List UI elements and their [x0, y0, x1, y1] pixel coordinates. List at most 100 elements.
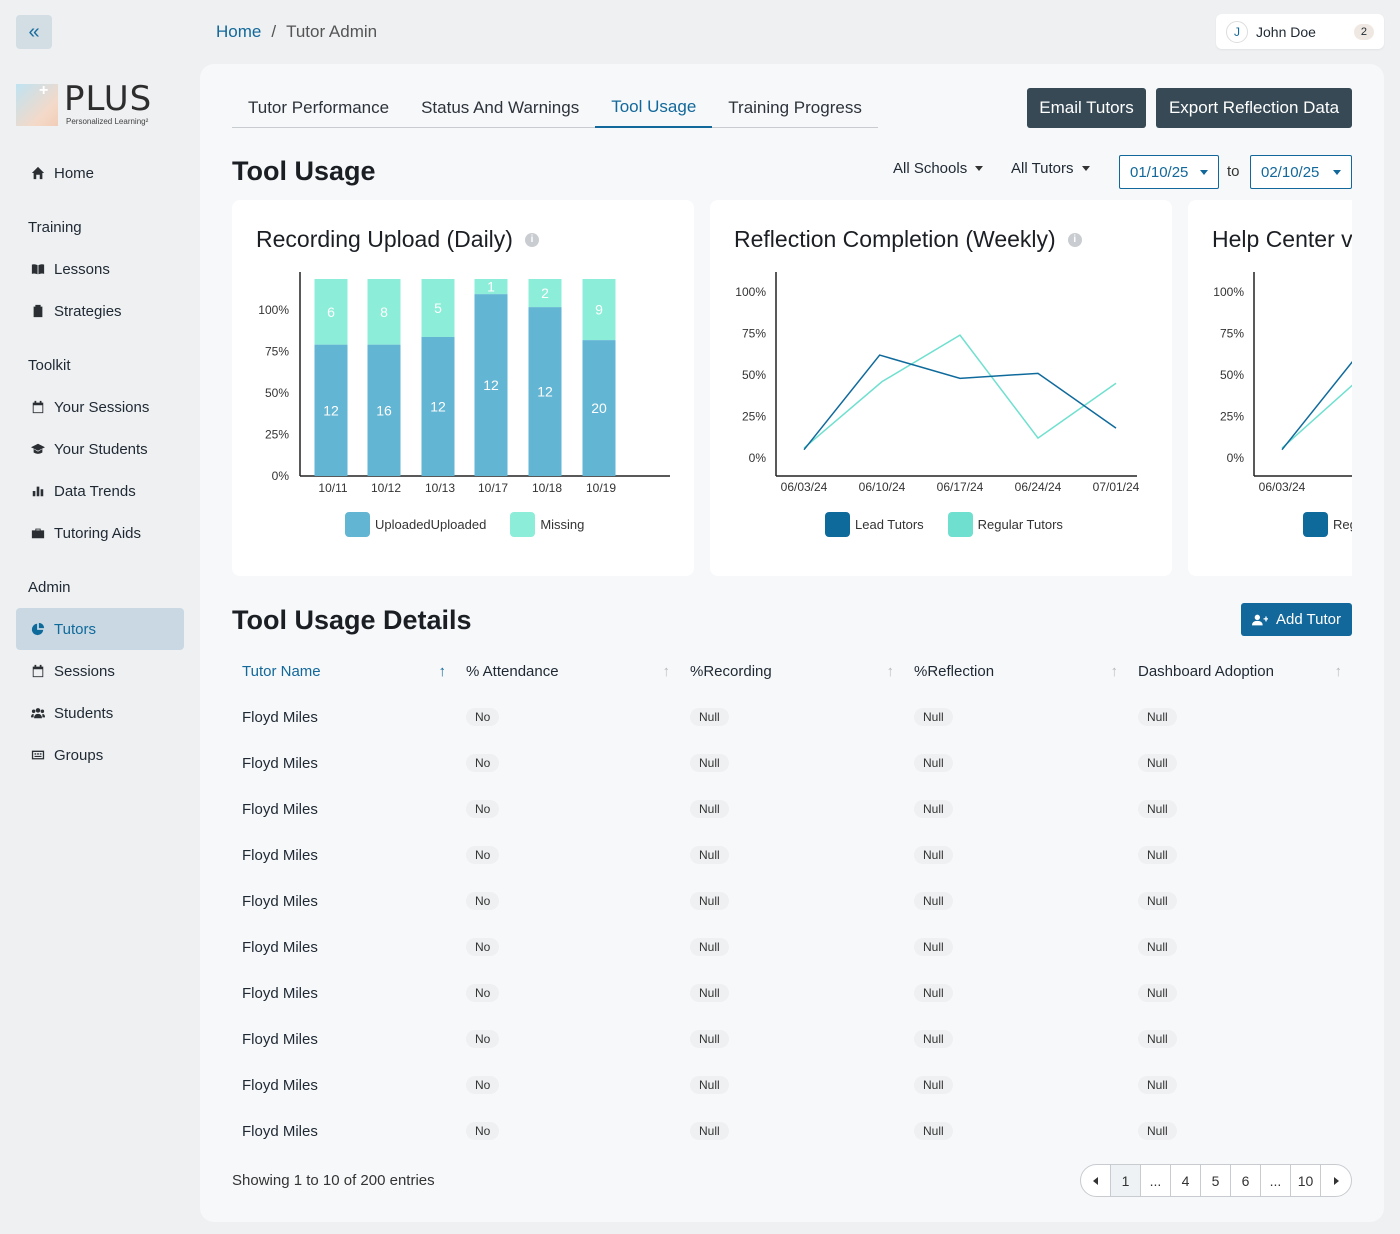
status-badge: Null — [914, 938, 953, 956]
sidebar-item-data-trends[interactable]: Data Trends — [16, 470, 184, 512]
sidebar-section-toolkit: Toolkit — [28, 356, 71, 374]
sidebar-item-students[interactable]: Students — [16, 692, 184, 734]
sidebar-item-label: Groups — [54, 746, 104, 764]
sidebar-item-your-students[interactable]: Your Students — [16, 428, 184, 470]
x-tick-label: 10/11 — [318, 481, 347, 495]
sidebar-item-home[interactable]: Home — [16, 152, 184, 194]
column-header-attendance[interactable]: % Attendance ↑ — [456, 663, 680, 680]
sidebar-item-lessons[interactable]: Lessons — [16, 248, 184, 290]
sidebar-collapse-button[interactable]: « — [16, 15, 52, 49]
add-tutor-button[interactable]: Add Tutor — [1241, 603, 1352, 636]
double-chevron-left-icon: « — [28, 21, 40, 43]
legend-item-reg[interactable]: Reg — [1303, 512, 1352, 537]
column-header-recording[interactable]: %Recording ↑ — [680, 663, 904, 680]
tutors-filter-dropdown[interactable]: All Tutors — [1011, 160, 1090, 177]
column-header-reflection[interactable]: %Reflection ↑ — [904, 663, 1128, 680]
sidebar-section-training: Training — [28, 218, 82, 236]
date-from-picker[interactable]: 01/10/25 — [1119, 155, 1219, 189]
table-row[interactable]: Floyd Miles No Null Null Null — [232, 832, 1352, 878]
export-reflection-data-button[interactable]: Export Reflection Data — [1156, 88, 1352, 128]
tab-training-progress[interactable]: Training Progress — [728, 97, 862, 117]
info-icon[interactable]: i — [524, 232, 539, 247]
tab-tool-usage[interactable]: Tool Usage — [595, 88, 713, 128]
bar-segment-missing — [314, 279, 348, 345]
tab-status-and-warnings[interactable]: Status And Warnings — [421, 97, 580, 117]
table-row[interactable]: Floyd Miles No Null Null Null — [232, 786, 1352, 832]
status-badge: Null — [690, 1122, 729, 1140]
status-badge: Null — [914, 984, 953, 1002]
y-tick-label: 75% — [742, 327, 766, 341]
legend-item-regular-tutors[interactable]: Regular Tutors — [947, 512, 1063, 537]
user-menu[interactable]: J John Doe 2 — [1216, 14, 1384, 49]
table-row[interactable]: Floyd Miles No Null Null Null — [232, 924, 1352, 970]
legend-label: Regular Tutors — [977, 517, 1063, 532]
legend-label: Missing — [540, 517, 585, 532]
column-header-dashboard-adoption[interactable]: Dashboard Adoption ↑ — [1128, 663, 1352, 680]
status-badge: No — [466, 1076, 500, 1094]
table-row[interactable]: Floyd Miles No Null Null Null — [232, 878, 1352, 924]
bar-segment-missing — [474, 279, 508, 295]
bar-chart-icon — [30, 483, 46, 499]
legend-item-missing[interactable]: Missing — [510, 512, 584, 537]
column-label: %Recording — [690, 662, 772, 680]
reflection-completion-card: 100% 75% 50% 25% 0% 06/03/24 06/10/24 06/17/24 0… — [710, 200, 1172, 576]
info-icon[interactable]: i — [1067, 232, 1082, 247]
table-cell: Floyd Miles — [242, 800, 318, 818]
sidebar-item-tutors[interactable]: Tutors — [16, 608, 184, 650]
table-row[interactable]: Floyd Miles No Null Null Null — [232, 1108, 1352, 1154]
pagination-page[interactable]: 5 — [1201, 1165, 1231, 1196]
table-row[interactable]: Floyd Miles No Null Null Null — [232, 1016, 1352, 1062]
email-tutors-button[interactable]: Email Tutors — [1027, 88, 1146, 128]
schools-filter-dropdown[interactable]: All Schools — [893, 160, 984, 177]
table-cell: Null — [680, 1076, 904, 1094]
chart-legend: Reg — [1303, 512, 1352, 537]
date-to-value: 02/10/25 — [1261, 163, 1320, 181]
breadcrumb-home-link[interactable]: Home — [216, 22, 262, 41]
bar-data-label: 16 — [376, 402, 392, 418]
table-cell: Null — [680, 892, 904, 910]
bar-segment-uploaded — [367, 344, 401, 476]
pagination-prev-button[interactable] — [1081, 1165, 1111, 1196]
table-row[interactable]: Floyd Miles No Null Null Null — [232, 1062, 1352, 1108]
pagination-next-button[interactable] — [1321, 1165, 1351, 1196]
caret-down-icon — [1081, 166, 1090, 171]
x-tick-label: 06/03/24 — [1259, 480, 1306, 494]
pagination-page[interactable]: 6 — [1231, 1165, 1261, 1196]
users-icon — [30, 705, 46, 721]
pagination-page[interactable]: 10 — [1291, 1165, 1321, 1196]
details-title: Tool Usage Details — [232, 605, 472, 635]
status-badge: Null — [914, 754, 953, 772]
sidebar-item-tutoring-aids[interactable]: Tutoring Aids — [16, 512, 184, 554]
home-icon — [30, 165, 46, 181]
plus-logo[interactable]: PLUS Personalized Learning² — [16, 82, 152, 126]
sidebar-item-sessions[interactable]: Sessions — [16, 650, 184, 692]
table-cell: Null — [1128, 846, 1352, 864]
table-row[interactable]: Floyd Miles No Null Null Null — [232, 970, 1352, 1016]
sidebar-item-label: Tutors — [54, 620, 96, 638]
arrow-up-icon: ↑ — [1110, 662, 1119, 680]
bar-segment-missing — [528, 279, 562, 308]
bar-data-label: 20 — [591, 400, 607, 416]
table-row[interactable]: Floyd Miles No Null Null Null — [232, 694, 1352, 740]
bar-data-label: 6 — [327, 304, 335, 320]
pagination-page[interactable]: 4 — [1171, 1165, 1201, 1196]
legend-item-uploaded[interactable]: UploadedUploaded — [345, 512, 486, 537]
table-cell: Floyd Miles — [242, 892, 318, 910]
table-cell: Floyd Miles — [242, 938, 318, 956]
pagination-page[interactable]: 1 — [1111, 1165, 1141, 1196]
tab-tutor-performance[interactable]: Tutor Performance — [248, 97, 390, 117]
sidebar-item-label: Your Students — [54, 440, 148, 458]
y-tick-label: 100% — [1213, 285, 1244, 299]
date-to-picker[interactable]: 02/10/25 — [1250, 155, 1352, 189]
sidebar-item-groups[interactable]: Groups — [16, 734, 184, 776]
sidebar-item-label: Students — [54, 704, 114, 722]
column-header-tutor-name[interactable]: Tutor Name ↑ — [232, 663, 456, 680]
x-tick-label: 10/12 — [371, 481, 401, 495]
sidebar-item-your-sessions[interactable]: Your Sessions — [16, 386, 184, 428]
table-cell: Null — [904, 984, 1128, 1002]
book-open-icon — [30, 261, 46, 277]
sidebar-item-strategies[interactable]: Strategies — [16, 290, 184, 332]
legend-item-lead-tutors[interactable]: Lead Tutors — [825, 512, 924, 537]
column-label: Tutor Name — [242, 662, 321, 680]
table-row[interactable]: Floyd Miles No Null Null Null — [232, 740, 1352, 786]
